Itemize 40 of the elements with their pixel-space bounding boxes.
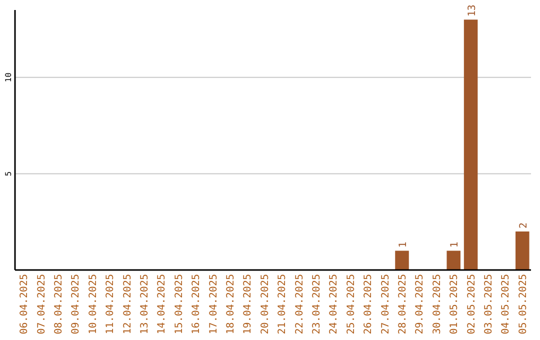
x-tick-label: 15.04.2025 [174, 274, 185, 334]
bar [446, 250, 460, 270]
x-tick-label: 13.04.2025 [140, 274, 150, 334]
data-label: 2 [518, 222, 530, 228]
x-tick-label: 12.04.2025 [122, 274, 134, 334]
x-tick-label: 10.04.2025 [88, 274, 99, 334]
x-tick-label: 07.04.2025 [36, 274, 48, 334]
x-tick-label: 26.04.2025 [363, 274, 374, 334]
x-tick-label: 01.05.2025 [449, 274, 460, 334]
x-tick-label: 29.04.2025 [414, 274, 426, 334]
x-tick-label: 11.04.2025 [105, 274, 116, 334]
data-label: 1 [398, 242, 409, 248]
x-tick-label: 27.04.2025 [380, 274, 392, 334]
x-tick-label: 22.04.2025 [294, 274, 306, 334]
bar [516, 231, 530, 270]
x-tick-label: 14.04.2025 [156, 274, 168, 334]
data-label: 1 [450, 242, 461, 248]
x-tick-label: 08.04.2025 [54, 274, 64, 334]
x-tick-label: 24.04.2025 [328, 274, 340, 334]
y-tick-label: 5 [4, 171, 13, 176]
x-tick-label: 09.04.2025 [70, 274, 82, 334]
x-tick-label: 30.04.2025 [432, 274, 443, 334]
x-tick-label: 16.04.2025 [191, 274, 202, 334]
x-tick-label: 05.05.2025 [518, 274, 529, 334]
x-tick-label: 04.05.2025 [500, 274, 512, 334]
x-tick-label: 19.04.2025 [242, 274, 254, 334]
x-tick-label: 03.05.2025 [484, 274, 494, 334]
x-tick-label: 17.04.2025 [208, 274, 220, 334]
y-tick-label: 10 [4, 72, 13, 82]
x-tick-label: 21.04.2025 [277, 274, 288, 334]
bar [395, 250, 409, 270]
x-tick-label: 23.04.2025 [312, 274, 322, 334]
bar [464, 20, 478, 270]
x-tick-label: 18.04.2025 [226, 274, 236, 334]
x-tick-label: 06.04.2025 [19, 274, 30, 334]
data-label: 13 [466, 4, 478, 17]
x-tick-label: 02.05.2025 [466, 274, 478, 334]
x-tick-label: 20.04.2025 [260, 274, 271, 334]
x-tick-label: 28.04.2025 [398, 274, 408, 334]
x-tick-label: 25.04.2025 [346, 274, 357, 334]
